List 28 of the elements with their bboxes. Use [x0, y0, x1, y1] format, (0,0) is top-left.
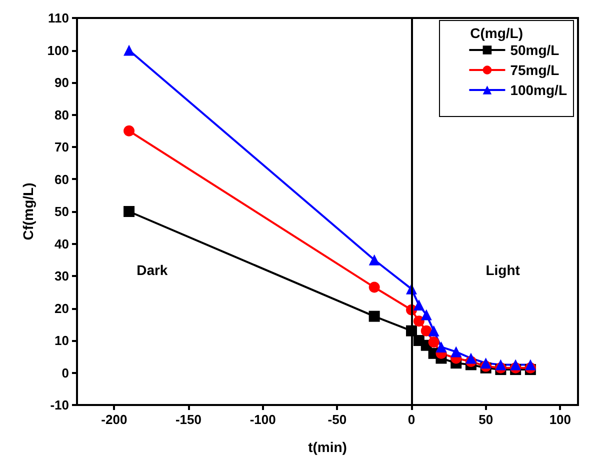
annotation: Light [486, 262, 520, 278]
y-tick-label: 40 [54, 236, 69, 252]
y-tick-label: 20 [54, 300, 69, 316]
x-tick-label: -150 [175, 412, 202, 427]
x-axis-title: t(min) [308, 439, 347, 455]
legend-label: 50mg/L [510, 42, 560, 58]
x-tick-label: -200 [101, 412, 128, 427]
x-tick-label: 50 [478, 412, 494, 427]
annotation: Dark [136, 262, 168, 278]
y-tick-label: 100 [47, 42, 69, 58]
y-tick-label: 0 [62, 365, 69, 380]
y-tick-label: 30 [54, 268, 69, 284]
x-tick-label: 100 [549, 412, 572, 427]
y-axis-title: Cf(mg/L) [20, 182, 36, 240]
legend-label: 100mg/L [510, 82, 568, 98]
y-tick-label: 110 [48, 10, 69, 26]
y-tick-label: 90 [54, 75, 69, 90]
x-tick-label: -50 [328, 412, 347, 427]
x-tick-label: 0 [408, 412, 416, 427]
x-tick-label: -100 [250, 412, 276, 427]
legend-title: C(mg/L) [470, 25, 524, 41]
y-tick-label: 80 [54, 107, 69, 122]
y-tick-label: 60 [54, 172, 69, 187]
y-tick-label: -10 [50, 398, 69, 412]
legend-label: 75mg/L [510, 62, 560, 78]
y-tick-label: 70 [54, 140, 69, 154]
y-tick-label: 50 [54, 204, 69, 219]
y-tick-label: 10 [54, 333, 69, 348]
